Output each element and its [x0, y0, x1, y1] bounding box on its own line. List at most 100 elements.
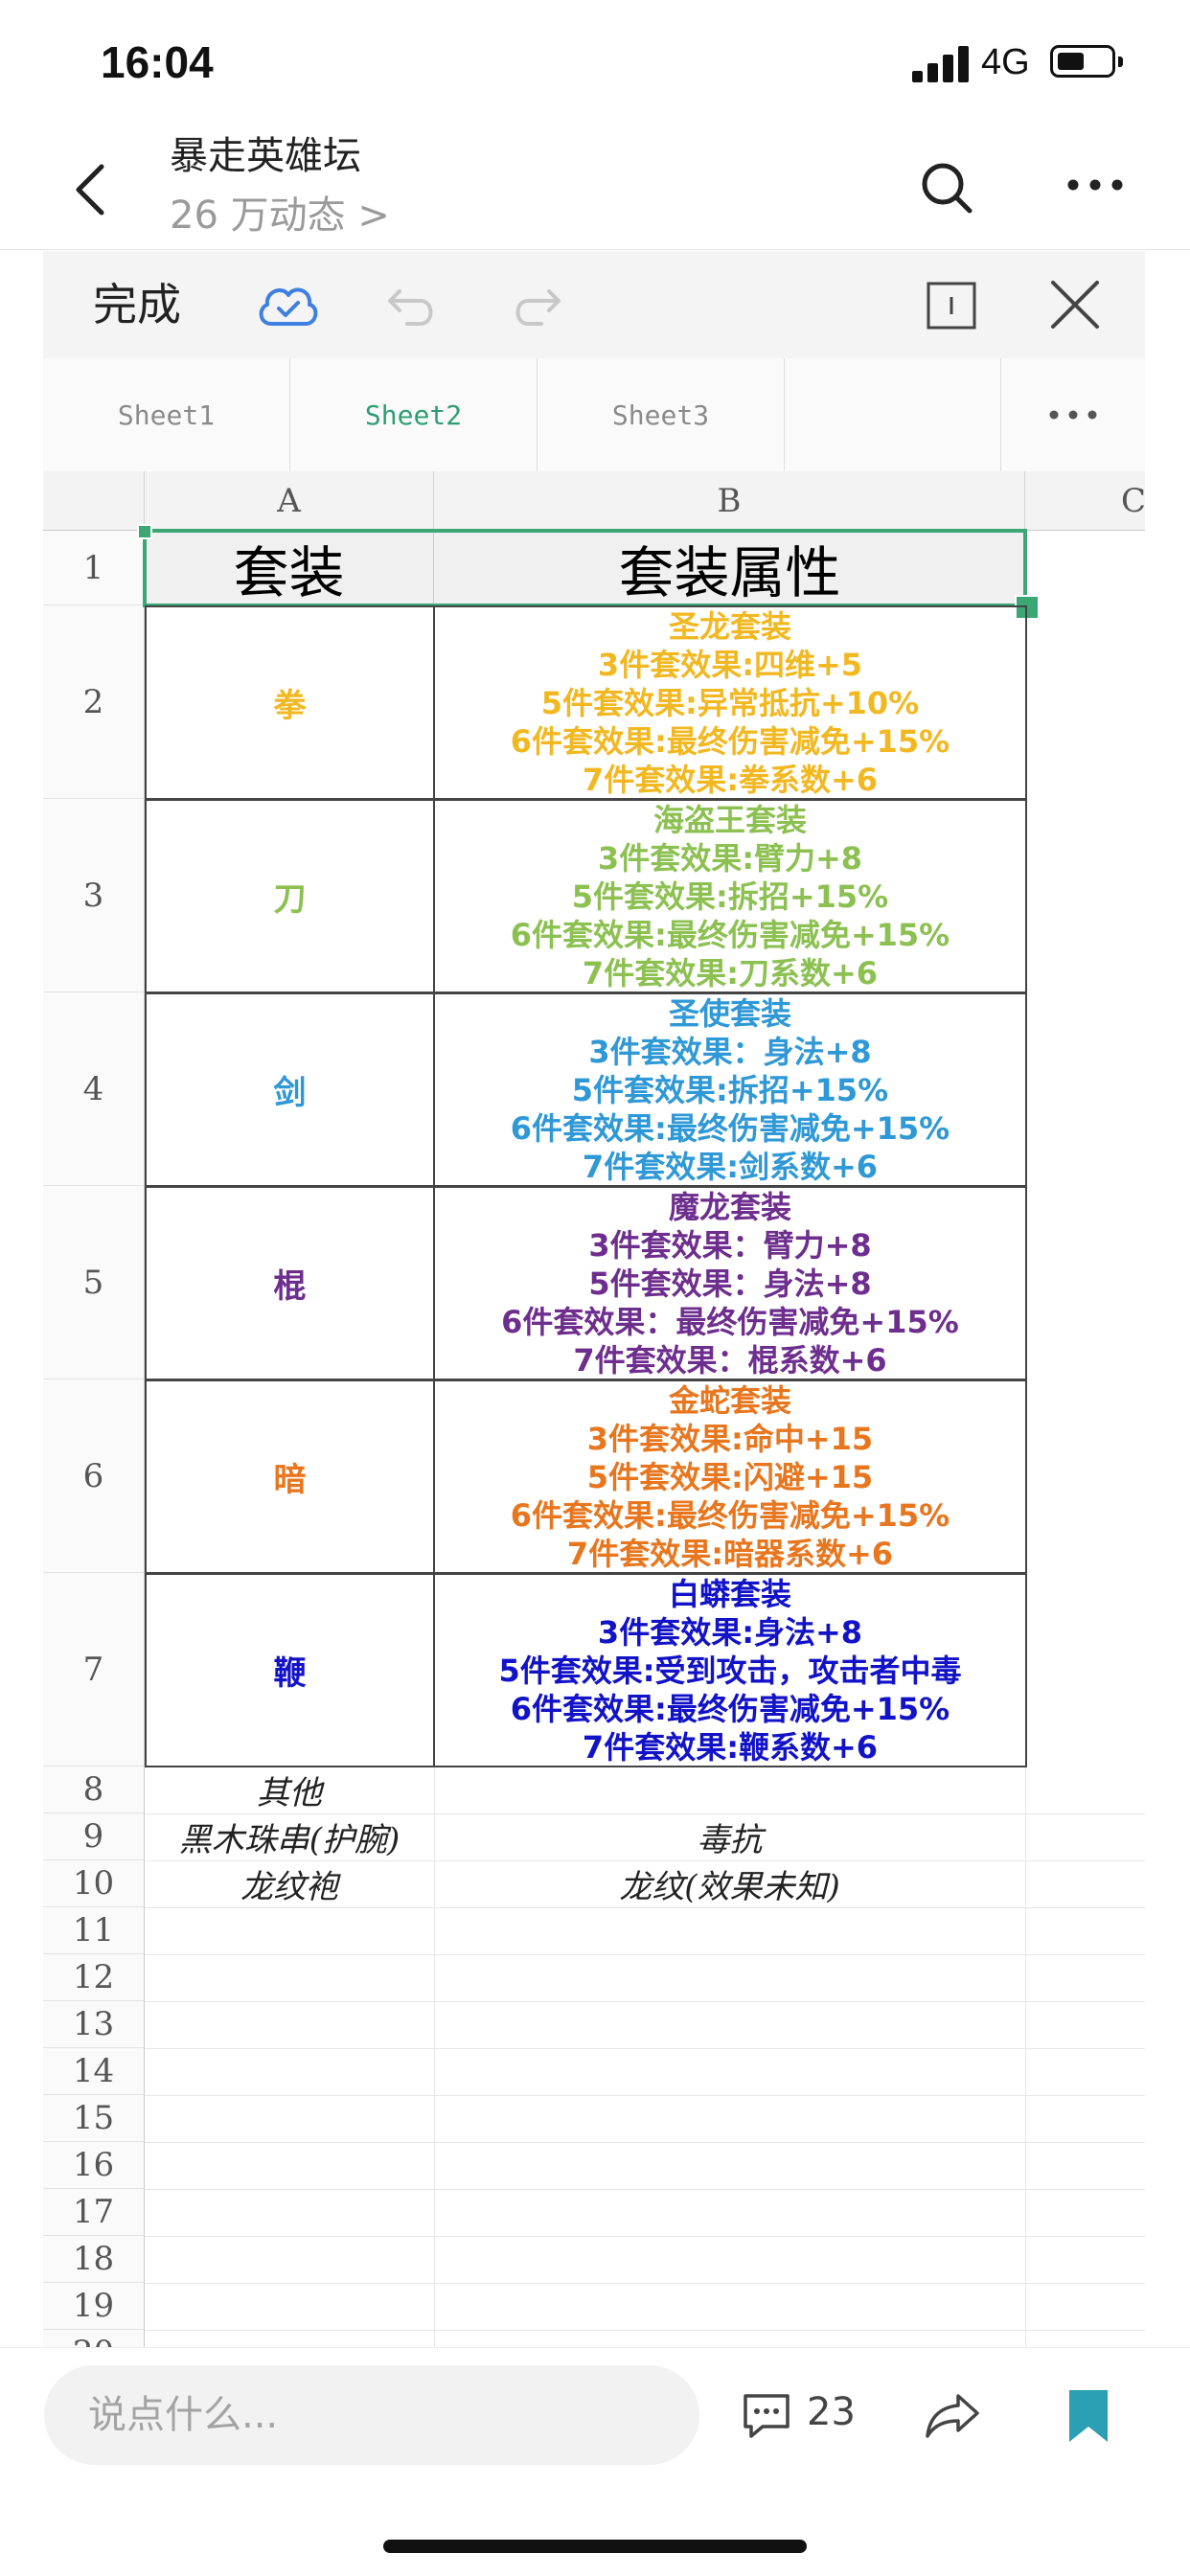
col-header-b[interactable]: B [434, 471, 1025, 531]
set-effect-line: 5件套效果:拆招+15% [571, 1071, 889, 1108]
cell-set-attributes[interactable]: 魔龙套装 3件套效果：臂力+8 5件套效果：身法+8 6件套效果：最终伤害减免+15%… [433, 1186, 1027, 1380]
nav-header: 暴走英雄坛 26 万动态 > [0, 125, 1190, 250]
more-options-icon[interactable] [1064, 161, 1127, 209]
set-name-line: 魔龙套装 [668, 1188, 791, 1225]
selection-outline [143, 529, 1027, 607]
gridline [145, 1813, 1145, 1814]
set-effect-line: 7件套效果:鞭系数+6 [582, 1728, 879, 1766]
set-effect-line: 3件套效果：臂力+8 [588, 1226, 872, 1264]
row-header[interactable]: 9 [43, 1813, 145, 1860]
keyboard-icon[interactable] [917, 274, 984, 337]
cell-set-attributes[interactable]: 金蛇套装 3件套效果:命中+15 5件套效果:闪避+15 6件套效果:最终伤害减免+1… [433, 1379, 1027, 1574]
status-time: 16:04 [101, 37, 214, 87]
fill-handle[interactable] [1015, 595, 1040, 620]
set-effect-line: 6件套效果:最终伤害减免+15% [510, 1496, 950, 1534]
cell-misc-effect[interactable]: 毒抗 [697, 1821, 763, 1859]
tab-sheet3[interactable]: Sheet3 [538, 358, 785, 471]
row-header[interactable]: 18 [43, 2236, 145, 2283]
set-effect-line: 6件套效果:最终伤害减免+15% [510, 916, 950, 953]
gridline [145, 2283, 1145, 2284]
gridline [145, 2001, 1145, 2002]
row-header[interactable]: 12 [43, 1954, 145, 2001]
cell-misc-item[interactable]: 黑木珠串(护腕) [178, 1821, 400, 1859]
tab-sheet2[interactable]: Sheet2 [290, 358, 538, 471]
row-header[interactable]: 5 [43, 1186, 145, 1379]
row-header[interactable]: 20 [43, 2330, 145, 2347]
more-sheets-icon[interactable] [1000, 358, 1145, 471]
home-indicator [383, 2540, 807, 2553]
cell-weapon-type[interactable]: 拳 [145, 605, 435, 800]
row-header[interactable]: 3 [43, 799, 145, 992]
cell-weapon-type[interactable]: 刀 [145, 799, 435, 993]
gridline [145, 2048, 1145, 2049]
row-header[interactable]: 11 [43, 1907, 145, 1954]
set-effect-line: 7件套效果:暗器系数+6 [566, 1535, 894, 1572]
row-header[interactable]: 15 [43, 2095, 145, 2142]
cell-b1[interactable]: 套装属性 [434, 531, 1025, 605]
row-header[interactable]: 6 [43, 1379, 145, 1573]
set-effect-line: 5件套效果:受到攻击，攻击者中毒 [498, 1652, 962, 1689]
row-header[interactable]: 8 [43, 1767, 145, 1813]
back-arrow-icon[interactable] [67, 161, 115, 218]
cell-weapon-type[interactable]: 鞭 [145, 1573, 435, 1767]
set-effect-line: 7件套效果:拳系数+6 [582, 761, 879, 798]
gridline [145, 2095, 1145, 2096]
signal-icon [912, 44, 972, 82]
col-header-a[interactable]: A [145, 471, 434, 531]
set-effect-line: 3件套效果：身法+8 [588, 1033, 872, 1070]
cell-set-attributes[interactable]: 白蟒套装 3件套效果:身法+8 5件套效果:受到攻击，攻击者中毒 6件套效果:最终伤害… [433, 1573, 1027, 1767]
set-effect-line: 7件套效果:刀系数+6 [582, 954, 879, 992]
comment-input[interactable] [44, 2365, 699, 2465]
cell-set-attributes[interactable]: 海盗王套装 3件套效果:臂力+8 5件套效果:拆招+15% 6件套效果:最终伤害减免+… [433, 799, 1027, 993]
forum-subtitle[interactable]: 26 万动态 > [170, 194, 390, 238]
set-effect-line: 3件套效果:四维+5 [597, 646, 863, 683]
bookmark-icon[interactable] [1065, 2386, 1111, 2446]
row-header[interactable]: 14 [43, 2048, 145, 2095]
col-header-c[interactable]: C [1025, 471, 1145, 531]
cell-weapon-type[interactable]: 暗 [145, 1379, 435, 1574]
row-header[interactable]: 17 [43, 2189, 145, 2236]
set-name-line: 白蟒套装 [668, 1575, 791, 1612]
set-effect-line: 3件套效果:命中+15 [586, 1420, 874, 1457]
cell-set-attributes[interactable]: 圣使套装 3件套效果：身法+8 5件套效果:拆招+15% 6件套效果:最终伤害减免+1… [433, 992, 1027, 1187]
tab-sheet1[interactable]: Sheet1 [43, 358, 290, 471]
set-effect-line: 5件套效果：身法+8 [588, 1265, 872, 1302]
spreadsheet-grid[interactable]: A B C 1234567891011121314151617181920 套装… [43, 471, 1145, 2347]
set-effect-line: 3件套效果:身法+8 [597, 1613, 863, 1651]
close-icon[interactable] [1041, 274, 1109, 337]
row-header[interactable]: 10 [43, 1860, 145, 1907]
cell-misc-item[interactable]: 龙纹袍 [240, 1868, 338, 1906]
row-header[interactable]: 16 [43, 2142, 145, 2189]
comment-count: 23 [807, 2390, 856, 2434]
editor-toolbar: 完成 [43, 251, 1145, 358]
set-effect-line: 5件套效果:拆招+15% [571, 878, 889, 915]
battery-icon [1050, 45, 1123, 78]
cell-misc-item[interactable]: 其他 [257, 1774, 322, 1812]
cell-weapon-type[interactable]: 剑 [145, 992, 435, 1187]
cell-misc-effect[interactable]: 龙纹(效果未知) [619, 1868, 840, 1906]
redo-icon[interactable] [503, 274, 570, 337]
corner-cell[interactable] [43, 471, 145, 531]
row-header[interactable]: 4 [43, 992, 145, 1186]
cell-misc-effect[interactable] [434, 1767, 1025, 1813]
cell-set-attributes[interactable]: 圣龙套装 3件套效果:四维+5 5件套效果:异常抵抗+10% 6件套效果:最终伤害减免… [433, 605, 1027, 800]
forum-title[interactable]: 暴走英雄坛 [170, 134, 361, 178]
set-effect-line: 7件套效果:剑系数+6 [582, 1148, 879, 1185]
done-button[interactable]: 完成 [93, 279, 181, 331]
set-effect-line: 6件套效果:最终伤害减免+15% [510, 722, 950, 760]
search-icon[interactable] [918, 159, 975, 217]
share-icon[interactable] [922, 2388, 983, 2442]
set-name-line: 圣龙套装 [668, 607, 791, 645]
row-header[interactable]: 1 [43, 531, 145, 605]
row-header[interactable]: 2 [43, 605, 145, 799]
row-header[interactable]: 7 [43, 1573, 145, 1767]
row-header[interactable]: 19 [43, 2283, 145, 2330]
comment-icon[interactable] [740, 2390, 793, 2442]
row-header[interactable]: 13 [43, 2001, 145, 2048]
cell-a1[interactable]: 套装 [145, 531, 434, 605]
selection-handle[interactable] [137, 524, 152, 539]
undo-icon[interactable] [378, 274, 446, 337]
cell-weapon-type[interactable]: 棍 [145, 1186, 435, 1380]
set-effect-line: 6件套效果:最终伤害减免+15% [510, 1109, 950, 1147]
gridline [145, 2189, 1145, 2190]
